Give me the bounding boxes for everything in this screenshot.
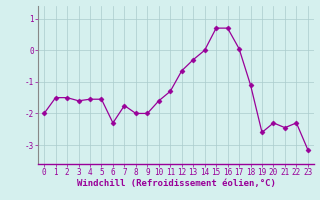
X-axis label: Windchill (Refroidissement éolien,°C): Windchill (Refroidissement éolien,°C) [76, 179, 276, 188]
